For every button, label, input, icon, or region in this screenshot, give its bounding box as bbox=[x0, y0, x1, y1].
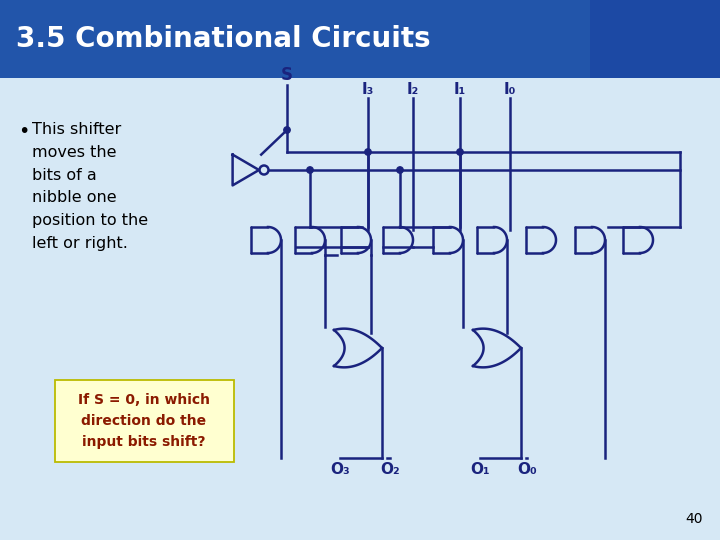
Text: I₂: I₂ bbox=[407, 82, 419, 97]
Text: O₁: O₁ bbox=[470, 462, 490, 477]
Text: If S = 0, in which
direction do the
input bits shift?: If S = 0, in which direction do the inpu… bbox=[78, 394, 210, 449]
Text: I₃: I₃ bbox=[362, 82, 374, 97]
FancyBboxPatch shape bbox=[55, 380, 234, 462]
Text: 3.5 Combinational Circuits: 3.5 Combinational Circuits bbox=[16, 25, 431, 53]
Circle shape bbox=[284, 127, 290, 133]
Polygon shape bbox=[590, 0, 720, 78]
Text: O₀: O₀ bbox=[517, 462, 537, 477]
Circle shape bbox=[307, 167, 313, 173]
Circle shape bbox=[456, 149, 463, 155]
Text: O₂: O₂ bbox=[380, 462, 400, 477]
Circle shape bbox=[365, 149, 372, 155]
Text: I₁: I₁ bbox=[454, 82, 466, 97]
Text: •: • bbox=[18, 122, 30, 141]
Circle shape bbox=[397, 167, 403, 173]
Text: This shifter
moves the
bits of a
nibble one
position to the
left or right.: This shifter moves the bits of a nibble … bbox=[32, 122, 148, 251]
Text: 40: 40 bbox=[685, 512, 703, 526]
Polygon shape bbox=[0, 0, 720, 78]
Text: I₀: I₀ bbox=[504, 82, 516, 97]
Text: O₃: O₃ bbox=[330, 462, 350, 477]
Text: S: S bbox=[281, 66, 293, 84]
